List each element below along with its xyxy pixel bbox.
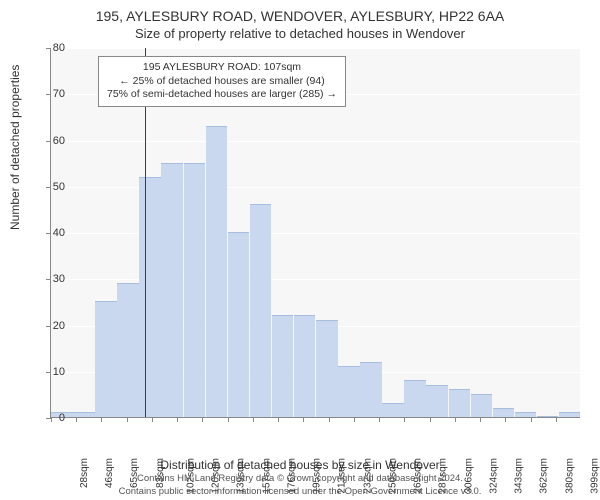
- y-axis-label: Number of detached properties: [8, 65, 22, 230]
- ytick-label: 40: [37, 227, 65, 239]
- xtick-mark: [531, 417, 532, 422]
- ytick-label: 60: [37, 135, 65, 147]
- histogram-bar: [559, 412, 581, 417]
- xtick-mark: [354, 417, 355, 422]
- xtick-mark: [303, 417, 304, 422]
- xtick-mark: [253, 417, 254, 422]
- xtick-mark: [101, 417, 102, 422]
- histogram-bar: [250, 204, 272, 417]
- histogram-bar: [493, 408, 515, 417]
- xtick-mark: [556, 417, 557, 422]
- annotation-line1: 195 AYLESBURY ROAD: 107sqm: [107, 61, 337, 75]
- xtick-mark: [76, 417, 77, 422]
- histogram-bar: [272, 315, 294, 417]
- gridline: [51, 279, 580, 280]
- footer: Contains HM Land Registry data © Crown c…: [0, 473, 600, 498]
- histogram-bar: [338, 366, 360, 417]
- histogram-bar: [228, 232, 250, 417]
- gridline: [51, 48, 580, 49]
- ytick-label: 70: [37, 88, 65, 100]
- histogram-bar: [426, 385, 448, 417]
- xtick-mark: [379, 417, 380, 422]
- ytick-label: 10: [37, 366, 65, 378]
- chart-container: 195, AYLESBURY ROAD, WENDOVER, AYLESBURY…: [0, 0, 600, 500]
- title-main: 195, AYLESBURY ROAD, WENDOVER, AYLESBURY…: [0, 0, 600, 24]
- chart-area: 28sqm46sqm65sqm83sqm102sqm120sqm139sqm15…: [50, 48, 580, 418]
- histogram-bar: [95, 301, 117, 417]
- xtick-mark: [228, 417, 229, 422]
- histogram-bar: [382, 403, 404, 417]
- ytick-label: 20: [37, 320, 65, 332]
- xtick-mark: [480, 417, 481, 422]
- gridline: [51, 187, 580, 188]
- histogram-bar: [117, 283, 139, 417]
- ytick-label: 80: [37, 42, 65, 54]
- xtick-mark: [404, 417, 405, 422]
- histogram-bar: [316, 320, 338, 417]
- gridline: [51, 233, 580, 234]
- xtick-mark: [177, 417, 178, 422]
- histogram-bar: [161, 163, 183, 417]
- xtick-mark: [152, 417, 153, 422]
- gridline: [51, 141, 580, 142]
- xtick-mark: [329, 417, 330, 422]
- histogram-bar: [404, 380, 426, 417]
- xtick-mark: [127, 417, 128, 422]
- histogram-bar: [471, 394, 493, 417]
- title-sub: Size of property relative to detached ho…: [0, 24, 600, 41]
- histogram-bar: [184, 163, 206, 417]
- xtick-mark: [278, 417, 279, 422]
- xtick-mark: [505, 417, 506, 422]
- ytick-label: 50: [37, 181, 65, 193]
- histogram-bar: [206, 126, 228, 417]
- xtick-mark: [455, 417, 456, 422]
- xtick-mark: [202, 417, 203, 422]
- histogram-bar: [515, 412, 537, 417]
- x-axis-label: Distribution of detached houses by size …: [0, 458, 600, 472]
- footer-line2: Contains public sector information licen…: [0, 486, 600, 498]
- ytick-label: 0: [37, 412, 65, 424]
- plot-area: 28sqm46sqm65sqm83sqm102sqm120sqm139sqm15…: [50, 48, 580, 418]
- annotation-box: 195 AYLESBURY ROAD: 107sqm← 25% of detac…: [98, 56, 346, 107]
- xtick-mark: [430, 417, 431, 422]
- histogram-bar: [449, 389, 471, 417]
- ytick-label: 30: [37, 273, 65, 285]
- histogram-bar: [294, 315, 316, 417]
- annotation-line2: ← 25% of detached houses are smaller (94…: [107, 75, 337, 89]
- histogram-bar: [139, 177, 161, 418]
- annotation-line3: 75% of semi-detached houses are larger (…: [107, 88, 337, 102]
- histogram-bar: [360, 362, 382, 418]
- footer-line1: Contains HM Land Registry data © Crown c…: [0, 473, 600, 485]
